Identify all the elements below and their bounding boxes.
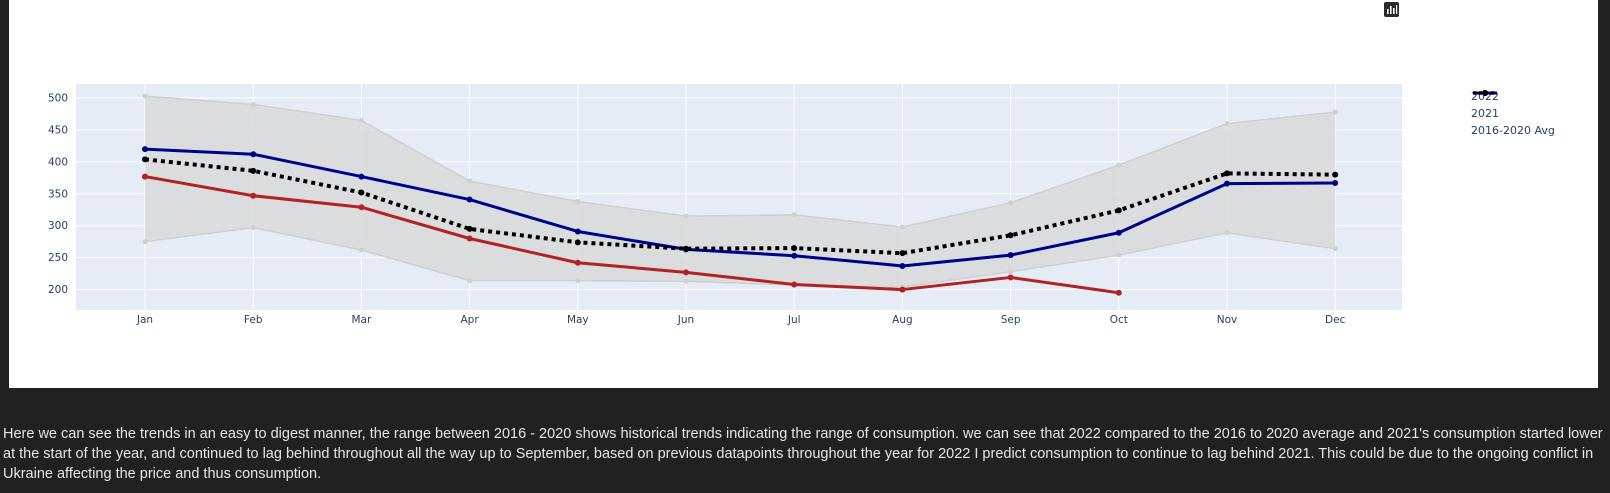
range-upper-point-mar[interactable] — [358, 117, 364, 123]
y-tick-label-300: 300 — [48, 220, 68, 232]
x-tick-label-aug: Aug — [892, 314, 913, 326]
range-lower-point-apr[interactable] — [467, 278, 473, 284]
series-point-2022-mar[interactable] — [358, 204, 365, 211]
series-point-2022-aug[interactable] — [899, 286, 906, 293]
series-point-2021-apr[interactable] — [466, 196, 473, 203]
range-upper-point-may[interactable] — [575, 198, 581, 204]
series-point-2021-mar[interactable] — [358, 173, 365, 180]
series-line-2022 — [144, 175, 1120, 295]
range-lower-point-mar[interactable] — [358, 247, 364, 253]
x-tick-label-apr: Apr — [461, 314, 480, 326]
range-upper-point-dec[interactable] — [1332, 109, 1338, 115]
zoom-icon[interactable] — [1384, 2, 1422, 18]
range-upper-point-feb[interactable] — [250, 101, 256, 107]
series-point-2021-feb[interactable] — [250, 151, 257, 158]
x-tick-label-jul: Jul — [787, 314, 801, 326]
x-tick-label-sep: Sep — [1001, 314, 1021, 326]
series-point-2016-2020-avg-sep[interactable] — [1007, 232, 1014, 239]
series-point-2016-2020-avg-dec[interactable] — [1332, 171, 1339, 178]
range-upper-point-apr[interactable] — [467, 178, 473, 184]
series-point-2016-2020-avg-nov[interactable] — [1224, 170, 1230, 177]
series-point-2022-feb[interactable] — [250, 192, 257, 199]
x-tick-label-dec: Dec — [1325, 314, 1346, 326]
range-band-area — [145, 96, 1336, 288]
legend-label-avg: 2016-2020 Avg — [1471, 124, 1555, 137]
range-lower-point-sep[interactable] — [1008, 269, 1014, 275]
series-point-2021-jul[interactable] — [791, 252, 798, 259]
range-lower-point-dec[interactable] — [1332, 246, 1338, 252]
range-lower-point-jan[interactable] — [142, 239, 148, 245]
series-point-2016-2020-avg-oct[interactable] — [1115, 207, 1122, 214]
range-lower-point-oct[interactable] — [1116, 252, 1122, 258]
range-lower-point-nov[interactable] — [1224, 230, 1230, 236]
series-point-2016-2020-avg-jul[interactable] — [791, 245, 798, 252]
zoom-in-icon[interactable] — [1384, 2, 1508, 18]
pan-icon[interactable] — [1384, 2, 1442, 18]
zoom-out-icon[interactable] — [1384, 2, 1528, 18]
x-tick-label-jun: Jun — [677, 314, 694, 326]
y-tick-label-500: 500 — [48, 93, 68, 105]
range-upper-point-sep[interactable] — [1008, 200, 1014, 206]
series-point-2021-oct[interactable] — [1115, 229, 1122, 236]
range-band-lower-line — [144, 226, 1336, 288]
range-upper-point-nov[interactable] — [1224, 121, 1230, 127]
legend-label-2021: 2021 — [1471, 107, 1499, 120]
series-point-2022-may[interactable] — [574, 259, 581, 266]
series-point-2016-2020-avg-jun[interactable] — [683, 245, 689, 252]
x-tick-label-feb: Feb — [244, 314, 263, 326]
series-line-2021 — [144, 147, 1336, 268]
y-tick-label-350: 350 — [48, 188, 68, 200]
plot-panel: 200 250 300 350 400 450 500 Jan Feb Mar Apr May Jun J… — [9, 0, 1598, 388]
series-point-2016-2020-avg-mar[interactable] — [358, 189, 365, 196]
x-tick-label-oct: Oct — [1110, 314, 1128, 326]
series-point-2016-2020-avg-feb[interactable] — [250, 167, 257, 174]
lasso-icon[interactable] — [1385, 2, 1482, 18]
series-point-2016-2020-avg-may[interactable] — [574, 239, 581, 246]
range-lower-point-may[interactable] — [575, 278, 581, 284]
series-point-2016-2020-avg-aug[interactable] — [899, 250, 906, 257]
y-tick-label-200: 200 — [48, 284, 68, 296]
series-point-2021-may[interactable] — [574, 228, 581, 235]
reset-axes-icon[interactable] — [1384, 2, 1568, 18]
x-tick-label-may: May — [567, 314, 589, 326]
series-point-2022-apr[interactable] — [466, 235, 473, 242]
range-band-upper-line — [144, 95, 1336, 228]
series-point-2022-jan[interactable] — [142, 173, 148, 180]
series-point-2022-sep[interactable] — [1007, 274, 1014, 281]
y-tick-label-450: 450 — [48, 124, 68, 136]
box-select-icon[interactable] — [1384, 2, 1462, 18]
modebar — [1384, 2, 1594, 18]
series-point-2021-nov[interactable] — [1224, 180, 1230, 187]
series-point-2022-oct[interactable] — [1115, 289, 1122, 296]
range-upper-point-jun[interactable] — [683, 213, 689, 219]
y-tick-label-250: 250 — [48, 252, 68, 264]
range-upper-point-aug[interactable] — [899, 224, 905, 230]
series-point-2022-jun[interactable] — [683, 269, 689, 276]
series-point-2021-sep[interactable] — [1007, 252, 1014, 259]
series-point-2022-jul[interactable] — [791, 281, 798, 288]
line-chart[interactable]: 200 250 300 350 400 450 500 Jan Feb Mar Apr May Jun J… — [9, 0, 1598, 388]
x-tick-label-nov: Nov — [1217, 314, 1238, 326]
series-line-2016-2020-avg — [144, 157, 1336, 256]
legend-swatch-avg — [1473, 90, 1497, 96]
analysis-caption: Here we can see the trends in an easy to… — [3, 426, 1603, 482]
y-tick-label-400: 400 — [48, 156, 68, 168]
series-point-2021-jan[interactable] — [142, 146, 148, 153]
series-point-2016-2020-avg-jan[interactable] — [142, 156, 148, 163]
plotly-logo-icon[interactable] — [1384, 2, 1594, 18]
series-point-2021-dec[interactable] — [1332, 179, 1339, 186]
series-point-2016-2020-avg-apr[interactable] — [466, 225, 473, 232]
range-lower-point-jun[interactable] — [683, 278, 689, 284]
range-upper-point-jul[interactable] — [791, 212, 797, 218]
legend-item-avg[interactable]: 2016-2020 Avg — [1471, 90, 1555, 139]
range-upper-point-oct[interactable] — [1116, 162, 1122, 168]
autoscale-icon[interactable] — [1384, 2, 1548, 18]
range-lower-point-feb[interactable] — [250, 225, 256, 231]
x-tick-label-jan: Jan — [136, 314, 153, 326]
x-tick-label-mar: Mar — [351, 314, 371, 326]
range-upper-point-jan[interactable] — [142, 93, 148, 99]
legend-item-2021[interactable]: 2021 — [1471, 90, 1555, 122]
series-point-2021-aug[interactable] — [899, 262, 906, 269]
legend: 2022 2021 2016-2020 Avg — [1471, 88, 1555, 139]
